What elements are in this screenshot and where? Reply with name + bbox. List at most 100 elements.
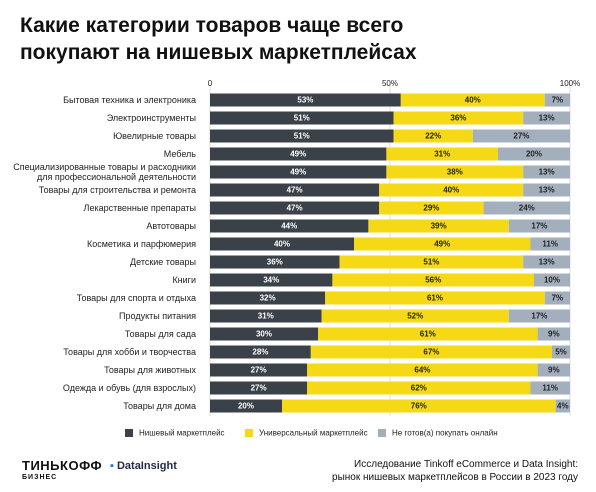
value-label: 56% xyxy=(425,276,441,285)
bar-segment xyxy=(537,327,570,341)
value-label: 27% xyxy=(251,366,267,375)
bar-segment xyxy=(386,147,498,161)
bar-segment xyxy=(523,183,570,197)
bar-segment xyxy=(393,129,473,143)
value-label: 10% xyxy=(544,276,560,285)
value-label: 9% xyxy=(548,330,560,339)
bar-segment xyxy=(508,309,570,323)
value-label: 52% xyxy=(407,312,423,321)
value-label: 17% xyxy=(531,222,547,231)
value-label: 38% xyxy=(447,168,463,177)
value-label: 28% xyxy=(252,348,268,357)
bar-segment xyxy=(210,309,322,323)
bar-segment xyxy=(210,201,380,215)
value-label: 76% xyxy=(411,402,427,411)
value-label: 4% xyxy=(557,402,569,411)
value-label: 13% xyxy=(539,258,555,267)
category-label: Лекарственные препараты xyxy=(83,203,196,213)
value-label: 49% xyxy=(434,240,450,249)
value-label: 20% xyxy=(238,402,254,411)
brand-logo: ▪ DataInsight xyxy=(110,460,177,472)
bar-segment xyxy=(379,201,484,215)
bar-segment xyxy=(210,345,311,359)
category-label: Продукты питания xyxy=(119,311,196,321)
bar-segment xyxy=(210,93,401,107)
category-label: Автотовары xyxy=(146,221,196,231)
value-label: 20% xyxy=(526,150,542,159)
bar-segment xyxy=(210,381,308,395)
bar-segment xyxy=(210,291,326,305)
legend-label: Не готов(а) покупать онлайн xyxy=(392,429,498,438)
x-tick-label: 100% xyxy=(560,79,580,88)
bar-segment xyxy=(307,363,538,377)
bar-segment xyxy=(210,273,333,287)
bar-segment xyxy=(537,363,570,377)
bar-segment xyxy=(523,111,570,125)
bar-segment xyxy=(210,237,354,251)
x-tick-label: 50% xyxy=(382,79,398,88)
bar-segment xyxy=(210,147,387,161)
value-label: 30% xyxy=(256,330,272,339)
bar-segment xyxy=(210,165,387,179)
value-label: 51% xyxy=(423,258,439,267)
brand-text: DataInsight xyxy=(116,460,177,472)
bar-segment xyxy=(530,237,570,251)
value-label: 53% xyxy=(297,96,313,105)
category-label: Бытовая техника и электроника xyxy=(63,95,196,105)
source-line: Исследование Tinkoff eCommerce и Data In… xyxy=(354,459,578,470)
legend-swatch xyxy=(378,429,386,437)
value-label: 5% xyxy=(555,348,567,357)
category-label: Электроинструменты xyxy=(106,113,196,123)
bar-segment xyxy=(379,183,524,197)
bar-segment xyxy=(210,363,308,377)
category-label: Товары для сада xyxy=(124,329,196,339)
legend-label: Нишевый маркетплейс xyxy=(139,429,225,438)
legend-label: Универсальный маркетплейс xyxy=(259,429,368,438)
value-label: 27% xyxy=(251,384,267,393)
bar-segment xyxy=(210,111,394,125)
bar-segment xyxy=(318,327,538,341)
value-label: 7% xyxy=(552,96,564,105)
bar-segment xyxy=(523,255,570,269)
value-label: 67% xyxy=(423,348,439,357)
value-label: 9% xyxy=(548,366,560,375)
bar-segment xyxy=(321,309,509,323)
value-label: 47% xyxy=(287,204,303,213)
value-label: 22% xyxy=(425,132,441,141)
bar-segment xyxy=(555,399,570,413)
brand-logo: ТИНЬКОФФ xyxy=(22,458,103,473)
bar-segment xyxy=(210,219,369,233)
category-label: Товары для хобби и творчества xyxy=(63,347,196,357)
category-label: Мебель xyxy=(163,149,196,159)
bar-segment xyxy=(210,399,282,413)
bar-segment xyxy=(210,255,340,269)
source: Исследование Tinkoff eCommerce и Data In… xyxy=(332,458,578,484)
category-label: Товары для дома xyxy=(123,401,196,411)
category-label: Товары для животных xyxy=(104,365,196,375)
bar-segment xyxy=(210,183,380,197)
bar-segment xyxy=(307,381,531,395)
value-label: 11% xyxy=(542,240,558,249)
bar-segment xyxy=(498,147,570,161)
value-label: 31% xyxy=(258,312,274,321)
value-label: 51% xyxy=(294,114,310,123)
category-label: Косметика и парфюмерия xyxy=(87,239,196,249)
value-label: 47% xyxy=(287,186,303,195)
legend-swatch xyxy=(125,429,133,437)
value-label: 34% xyxy=(263,276,279,285)
value-label: 24% xyxy=(519,204,535,213)
bar-segment xyxy=(339,255,524,269)
category-label: Товары для спорта и отдыха xyxy=(76,293,196,303)
bar-segment xyxy=(393,111,524,125)
value-label: 36% xyxy=(450,114,466,123)
value-label: 13% xyxy=(539,168,555,177)
value-label: 27% xyxy=(513,132,529,141)
bar-segment xyxy=(534,273,570,287)
value-label: 44% xyxy=(281,222,297,231)
x-tick-label: 0 xyxy=(208,79,213,88)
legend-swatch xyxy=(245,429,253,437)
bar-segment xyxy=(544,93,570,107)
bar-segment xyxy=(332,273,534,287)
